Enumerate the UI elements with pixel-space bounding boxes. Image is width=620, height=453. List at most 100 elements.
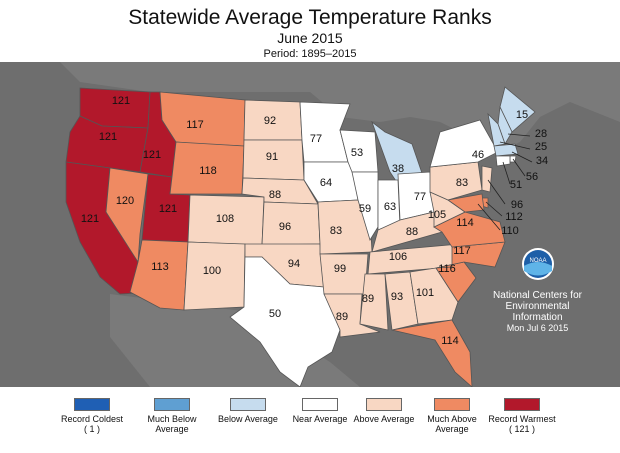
rank-label-nj: 96 (511, 199, 523, 211)
legend-extra: ( 1 ) (83, 424, 100, 434)
state-fl (391, 319, 473, 387)
rank-label-ny: 46 (472, 149, 484, 161)
state-tx (229, 256, 341, 387)
legend-swatch (366, 398, 402, 411)
noaa-date: Mon Jul 6 2015 (506, 323, 569, 333)
rank-label-id: 121 (143, 149, 161, 161)
rank-label-il: 59 (359, 203, 371, 215)
rank-label-ut: 121 (159, 203, 177, 215)
legend-label: Near Average (292, 414, 348, 424)
map-title: Statewide Average Temperature Ranks (128, 6, 492, 29)
legend-swatch (504, 398, 540, 411)
state-la (323, 293, 381, 338)
rank-label-ms: 89 (362, 293, 374, 305)
leader-lines (477, 133, 533, 231)
legend-near: Near Average (285, 398, 355, 424)
noaa-line3: Information (512, 312, 563, 323)
rank-label-ne: 88 (269, 189, 281, 201)
rank-label-mt: 117 (186, 119, 204, 131)
rank-label-pa: 83 (456, 177, 468, 189)
rank-label-va: 114 (456, 217, 474, 229)
rank-label-oh: 77 (414, 191, 426, 203)
map-period: Period: 1895–2015 (263, 48, 357, 60)
state-wy (169, 141, 245, 195)
rank-label-tn: 106 (389, 251, 407, 263)
rank-label-md: 110 (501, 225, 519, 237)
legend-swatch (74, 398, 110, 411)
rank-label-ma: 34 (536, 155, 548, 167)
rank-label-ct: 51 (510, 179, 522, 191)
rank-label-nd: 92 (264, 115, 276, 127)
rank-label-de: 112 (505, 211, 523, 223)
rank-label-ok: 94 (288, 258, 300, 270)
rank-label-ky: 88 (406, 226, 418, 238)
state-nv (105, 167, 149, 264)
legend-swatch (302, 398, 338, 411)
legend-swatch (154, 398, 190, 411)
rank-label-co: 108 (216, 213, 234, 225)
rank-label-nc: 117 (453, 245, 471, 257)
noaa-credit: NOAA National Centers for Environmental … (480, 247, 595, 334)
state-ny (429, 119, 499, 168)
legend-swatch (434, 398, 470, 411)
rank-label-ar: 99 (334, 263, 346, 275)
noaa-line1: National Centers for (493, 290, 582, 301)
rank-label-mo: 83 (330, 225, 342, 237)
rank-label-la: 89 (336, 311, 348, 323)
legend-label: Record Warmest (488, 414, 556, 424)
state-il (351, 171, 379, 241)
legend: Record Coldest ( 1 ) Much Below Average … (0, 388, 620, 453)
legend-below: Below Average (213, 398, 283, 424)
rank-label-sc: 116 (438, 263, 456, 275)
rank-label-mi: 38 (392, 163, 404, 175)
rank-label-nm: 100 (203, 265, 221, 277)
state-ga (409, 267, 459, 325)
legend-record-coldest: Record Coldest ( 1 ) (57, 398, 127, 434)
legend-swatch (230, 398, 266, 411)
noaa-logo-icon: NOAA (521, 248, 554, 280)
rank-label-nh: 28 (535, 128, 547, 140)
state-vt (487, 112, 506, 147)
rank-label-me: 15 (516, 109, 528, 121)
noaa-logo-text: NOAA (529, 258, 546, 264)
us-map: 121 121 121 121 120 121 113 117 118 108 100 92 91 88 9… (0, 62, 620, 387)
rank-label-nv: 120 (116, 195, 134, 207)
states-layer (65, 86, 536, 387)
state-ms (359, 273, 389, 331)
rank-label-or: 121 (99, 131, 117, 143)
rank-label-wv: 105 (428, 209, 446, 221)
legend-record-warmest: Record Warmest ( 121 ) (487, 398, 557, 434)
rank-label-ks: 96 (279, 221, 291, 233)
legend-label: Much Below Average (147, 414, 197, 434)
legend-label: Above Average (353, 414, 415, 424)
legend-much-above: Much Above Average (417, 398, 487, 434)
map-header: Statewide Average Temperature Ranks June… (0, 0, 620, 62)
noaa-line2: Environmental (505, 301, 570, 312)
rank-labels: 121 121 121 121 120 121 113 117 118 108 100 92 91 88 9… (81, 95, 548, 347)
rank-label-ca: 121 (81, 213, 99, 225)
map-subtitle: June 2015 (277, 30, 343, 46)
rank-label-wa: 121 (112, 95, 130, 107)
legend-much-below: Much Below Average (137, 398, 207, 434)
state-nj (481, 165, 493, 193)
rank-label-ia: 64 (320, 177, 332, 189)
rank-label-sd: 91 (266, 151, 278, 163)
rank-label-wi: 53 (351, 147, 363, 159)
legend-label: Much Above Average (427, 414, 477, 434)
rank-label-fl: 114 (441, 335, 459, 347)
legend-label: Below Average (218, 414, 278, 424)
rank-label-tx: 50 (269, 308, 281, 320)
state-md (446, 193, 485, 213)
state-ma (493, 143, 519, 157)
rank-label-ri: 56 (526, 171, 538, 183)
rank-label-mn: 77 (310, 133, 322, 145)
rank-label-az: 113 (151, 261, 169, 273)
state-ct (495, 155, 511, 167)
legend-extra: ( 121 ) (508, 424, 535, 434)
rank-label-vt: 25 (535, 141, 547, 153)
rank-label-in: 63 (384, 201, 396, 213)
legend-above: Above Average (349, 398, 419, 424)
map-area: 121 121 121 121 120 121 113 117 118 108 100 92 91 88 9… (0, 62, 620, 387)
rank-label-ga: 101 (416, 287, 434, 299)
rank-label-wy: 118 (199, 165, 217, 177)
